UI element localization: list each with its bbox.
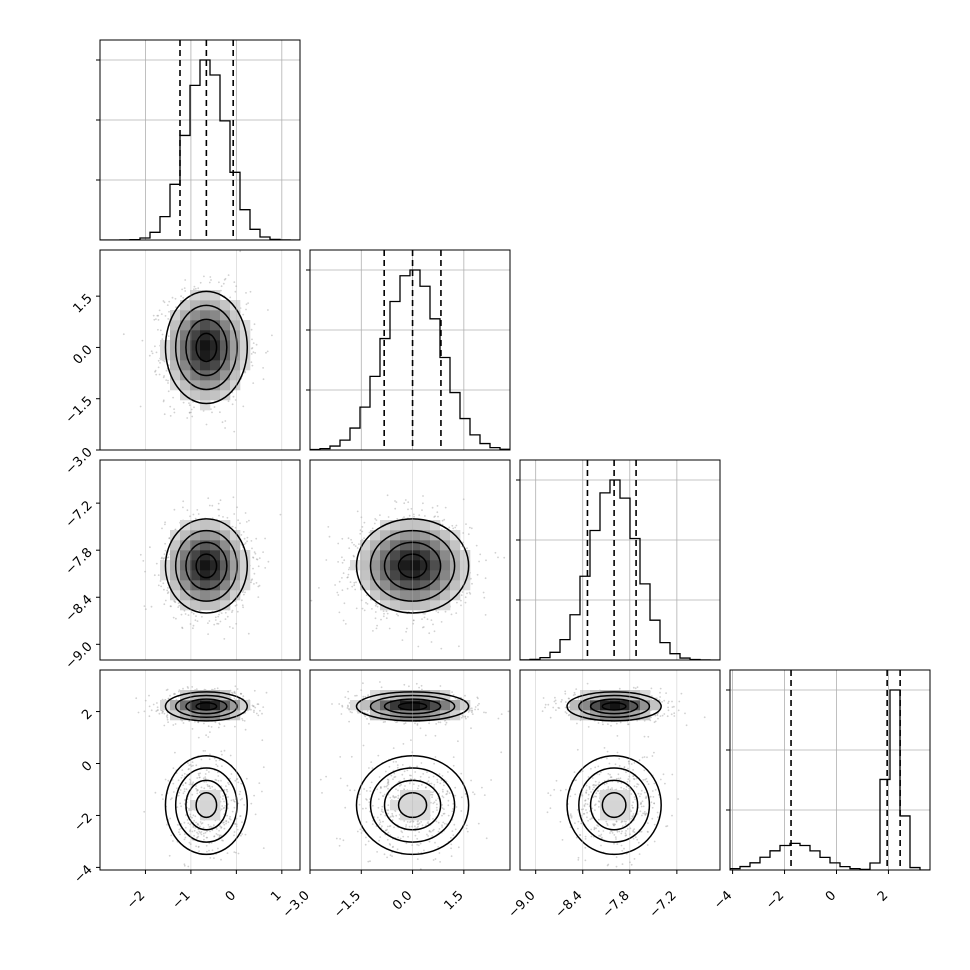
contour-line (164, 518, 249, 614)
histogram-panel-0 (96, 39, 301, 241)
density-panel-3-1 (309, 669, 511, 871)
panel-frame (99, 249, 301, 451)
y-tick-label: −7.2 (63, 498, 96, 531)
x-tick-label: −4 (711, 888, 735, 912)
x-tick-label: 1 (268, 888, 284, 904)
y-tick-label: −3.0 (63, 445, 96, 478)
panel-frame (519, 669, 721, 871)
density-panel-2-1 (309, 459, 511, 661)
panel-frame (99, 459, 301, 661)
y-tick-label: −8.4 (63, 592, 96, 625)
x-tick-label: 0 (223, 888, 239, 904)
contour-line (589, 779, 639, 831)
x-tick-label: −7.2 (647, 888, 680, 921)
x-tick-label: −7.8 (600, 888, 633, 921)
contour-line (185, 541, 228, 591)
contour-line (601, 791, 627, 819)
contour-line (185, 779, 228, 831)
contour-line (589, 698, 639, 715)
panel-frame (519, 459, 721, 661)
y-tick-label: −1.5 (63, 394, 96, 427)
x-tick-label: −3.0 (280, 888, 313, 921)
contour-line (195, 332, 218, 363)
contour-line (195, 701, 218, 711)
panel-frame (309, 459, 511, 661)
x-tick-label: 1.5 (441, 888, 466, 913)
y-tick-label: −4 (71, 862, 95, 886)
contour-line (174, 529, 238, 602)
x-tick-label: −1 (170, 888, 194, 912)
x-tick-label: 0.0 (390, 888, 415, 913)
contour-line (164, 754, 249, 856)
density-panel-1-0 (99, 249, 301, 451)
y-tick-label: −9.0 (63, 639, 96, 672)
y-tick-label: −2 (71, 811, 95, 835)
contour-line (195, 791, 218, 819)
x-tick-label: −8.4 (553, 888, 586, 921)
y-tick-label: 2 (79, 707, 95, 723)
contour-line (566, 754, 662, 856)
histogram-panel-3 (726, 669, 931, 871)
contour-line (174, 694, 238, 719)
contour-line (566, 691, 662, 722)
histogram-panel-1 (306, 249, 511, 451)
panel-frame (99, 669, 301, 871)
contour-line (195, 553, 218, 579)
y-tick-label: 0 (79, 759, 95, 775)
contour-line (164, 691, 249, 722)
y-tick-label: −7.8 (63, 545, 96, 578)
histogram-steps (520, 479, 720, 660)
density-panel-3-2 (519, 669, 721, 871)
density-panel-3-0 (99, 669, 301, 871)
density-panel-2-0 (99, 459, 301, 661)
panel-frame (99, 39, 301, 241)
panel-frame (309, 249, 511, 451)
contour-line (174, 304, 238, 391)
contour-line (578, 694, 651, 719)
histogram-steps (100, 59, 300, 240)
x-tick-label: 0 (823, 888, 839, 904)
contour-line (174, 767, 238, 843)
panel-frame (729, 669, 931, 871)
histogram-panel-2 (516, 459, 721, 661)
y-tick-label: 1.5 (70, 291, 95, 316)
contour-line (185, 698, 228, 715)
contour-line (578, 767, 651, 843)
x-tick-label: −2 (763, 888, 787, 912)
y-tick-label: 0.0 (70, 342, 95, 367)
panel-frame (309, 669, 511, 871)
x-tick-label: −2 (124, 888, 148, 912)
contour-line (164, 290, 249, 405)
contour-line (185, 318, 228, 377)
histogram-steps (310, 269, 510, 450)
x-tick-label: −1.5 (331, 888, 364, 921)
contour-line (601, 701, 627, 711)
x-tick-label: −9.0 (506, 888, 539, 921)
x-tick-label: 2 (875, 888, 891, 904)
